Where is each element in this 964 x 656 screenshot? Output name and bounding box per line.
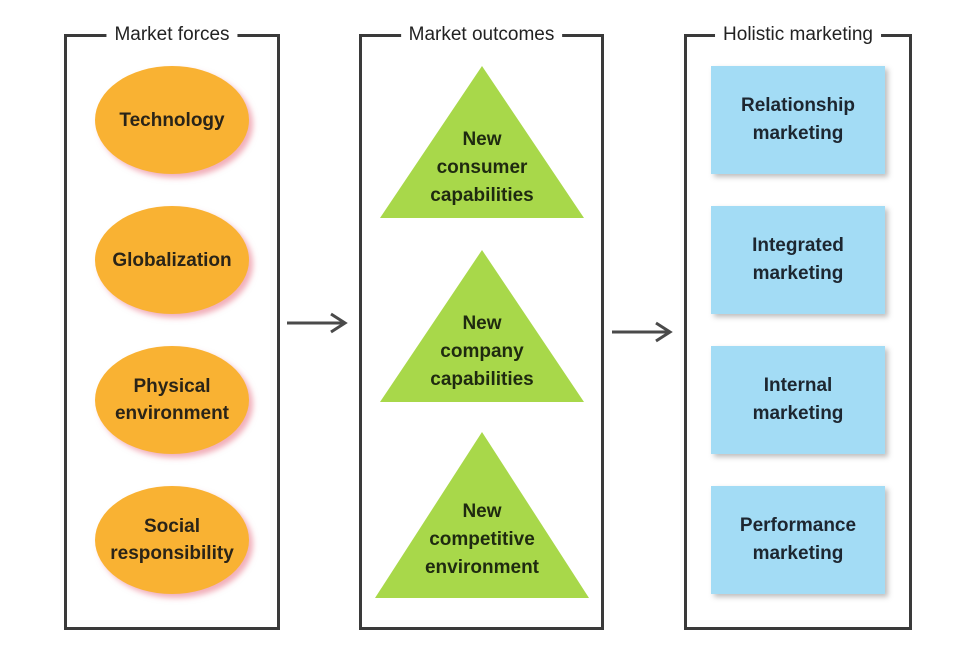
triangle-company-capabilities: New company capabilities [380, 250, 584, 402]
right-arrow-icon [612, 321, 673, 343]
triangle-company-capabilities-label: New company capabilities [430, 313, 534, 390]
market-forces-panel: Market forces [64, 23, 280, 630]
triangle-consumer-capabilities: New consumer capabilities [380, 66, 584, 218]
triangle-consumer-capabilities-label: New consumer capabilities [430, 129, 534, 206]
oval-physical-environment: Physical environment [95, 346, 249, 454]
market-forces-title: Market forces [106, 23, 238, 47]
right-arrow-icon [287, 312, 348, 334]
oval-globalization: Globalization [95, 206, 249, 314]
market-outcomes-panel: Market outcomes [359, 23, 604, 630]
holistic-marketing-title: Holistic marketing [715, 23, 881, 47]
oval-technology: Technology [95, 66, 249, 174]
market-outcomes-title: Market outcomes [400, 23, 563, 47]
box-performance-marketing: Performance marketing [711, 486, 885, 594]
triangle-competitive-environment: New competitive environment [375, 432, 589, 598]
oval-social-responsibility: Social responsibility [95, 486, 249, 594]
triangle-competitive-environment-label: New competitive environment [424, 501, 540, 578]
box-relationship-marketing: Relationship marketing [711, 66, 885, 174]
holistic-marketing-panel: Holistic marketing [684, 23, 912, 630]
box-internal-marketing: Internal marketing [711, 346, 885, 454]
box-integrated-marketing: Integrated marketing [711, 206, 885, 314]
